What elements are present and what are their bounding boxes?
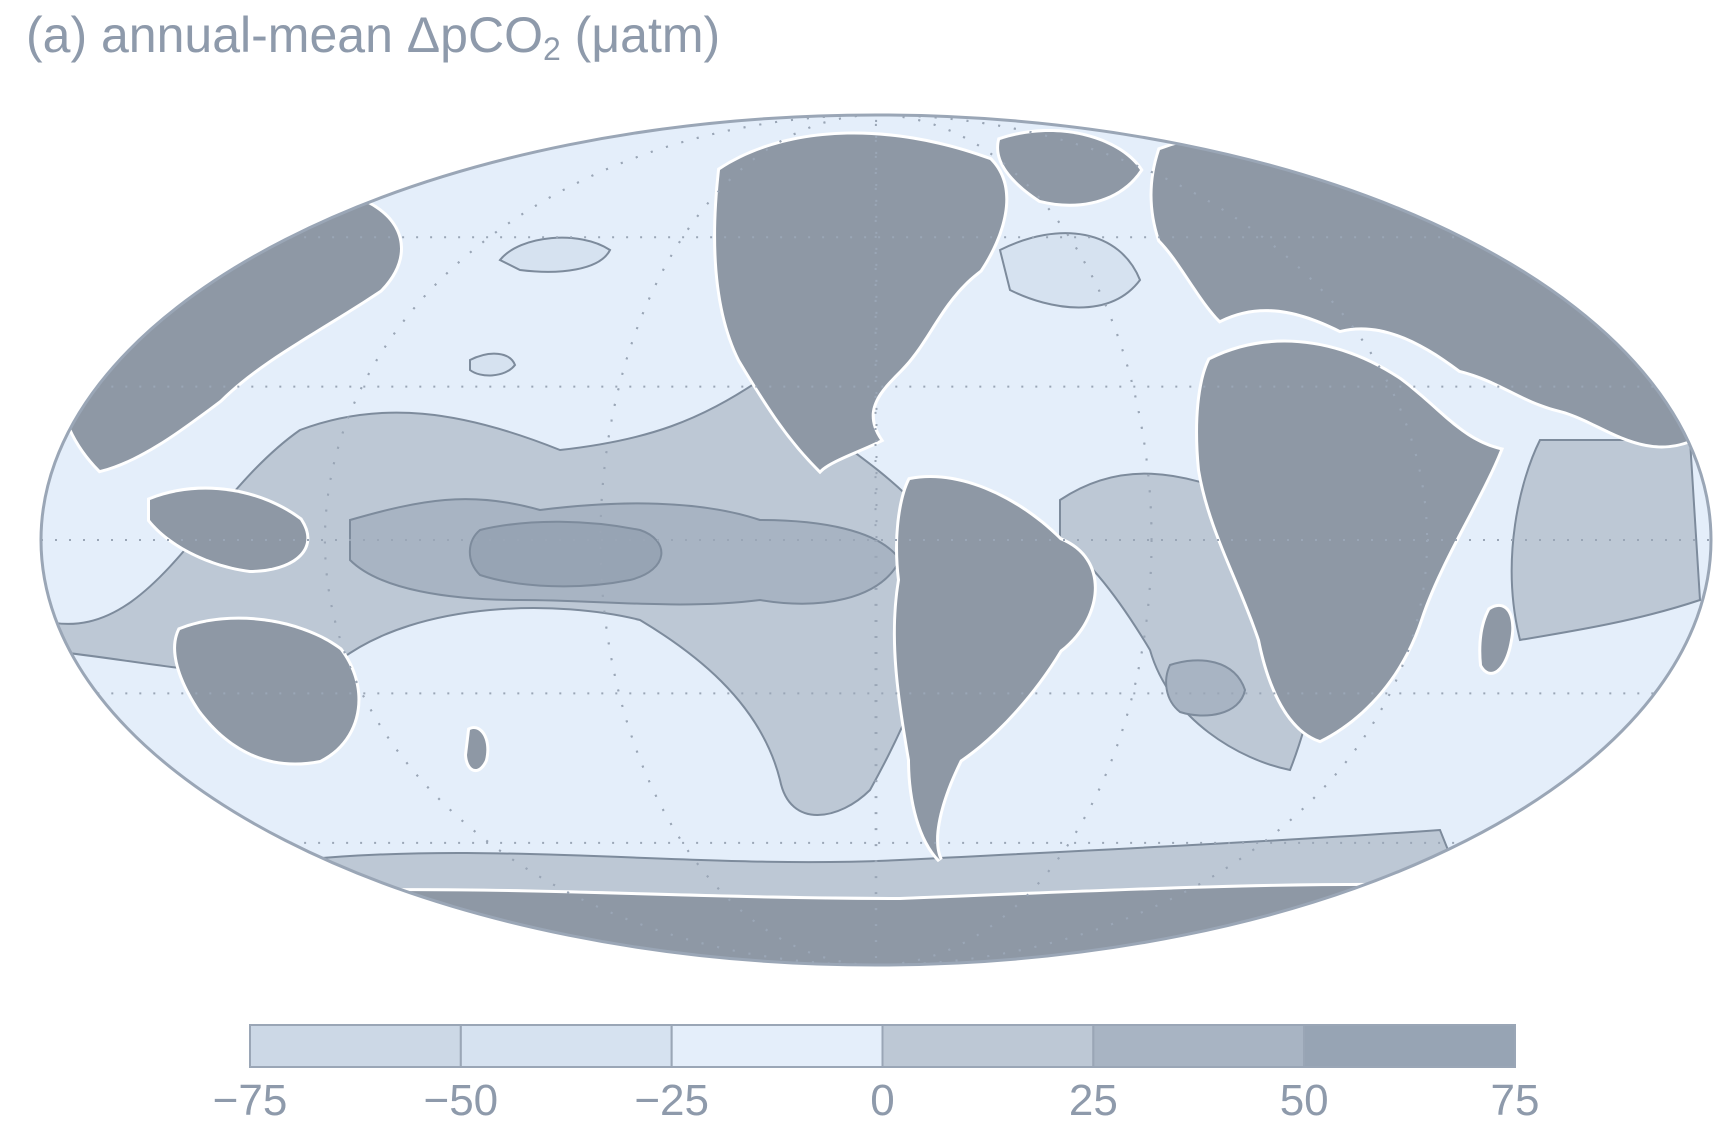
map-outline	[39, 113, 1713, 967]
title-prefix: (a) annual-mean	[26, 7, 407, 63]
equatorial-maximum-band	[468, 520, 663, 588]
colorbar-tick-label: −25	[634, 1076, 709, 1125]
map-title: (a) annual-mean ΔpCO2 (μatm)	[26, 6, 720, 68]
map-body	[41, 115, 1711, 965]
title-delta: Δ	[406, 7, 441, 63]
title-quantity: pCO	[440, 7, 543, 63]
australia	[173, 616, 361, 766]
colorbar-ticks: −75 −50 −25 0 25 50 75	[213, 1076, 1540, 1125]
graticule-meridian	[874, 114, 878, 966]
title-unit: (μatm)	[560, 7, 721, 63]
colorbar-bin	[1303, 1024, 1516, 1068]
colorbar-tick-label: 50	[1280, 1076, 1329, 1125]
colorbar-bins	[249, 1024, 1516, 1068]
atlantic-core-band	[1165, 659, 1247, 717]
colorbar-bin	[249, 1024, 462, 1068]
colorbar-tick-label: −75	[213, 1076, 288, 1125]
north-america	[713, 131, 1009, 475]
africa	[1195, 339, 1505, 744]
madagascar	[1478, 603, 1515, 675]
south-america	[892, 475, 1097, 863]
new-zealand	[463, 726, 490, 772]
colorbar-bin	[459, 1024, 673, 1068]
north-pacific-sink-2	[469, 352, 517, 377]
colorbar-bin	[670, 1024, 884, 1068]
colorbar-tick-label: −50	[424, 1076, 499, 1125]
colorbar-bin	[1092, 1024, 1306, 1068]
colorbar-bin	[881, 1024, 1095, 1068]
north-atlantic-sink	[998, 232, 1142, 309]
north-pacific-sink	[498, 236, 612, 273]
tropical-indian-band	[1510, 439, 1702, 642]
colorbar-tick-label: 25	[1069, 1076, 1118, 1125]
maritime-continent	[147, 486, 310, 574]
title-subscript: 2	[542, 31, 561, 67]
graticule-meridian	[599, 114, 1153, 966]
colorbar-tick-label: 0	[870, 1076, 894, 1125]
greenland	[996, 129, 1144, 207]
colorbar-tick-label: 75	[1491, 1076, 1540, 1125]
